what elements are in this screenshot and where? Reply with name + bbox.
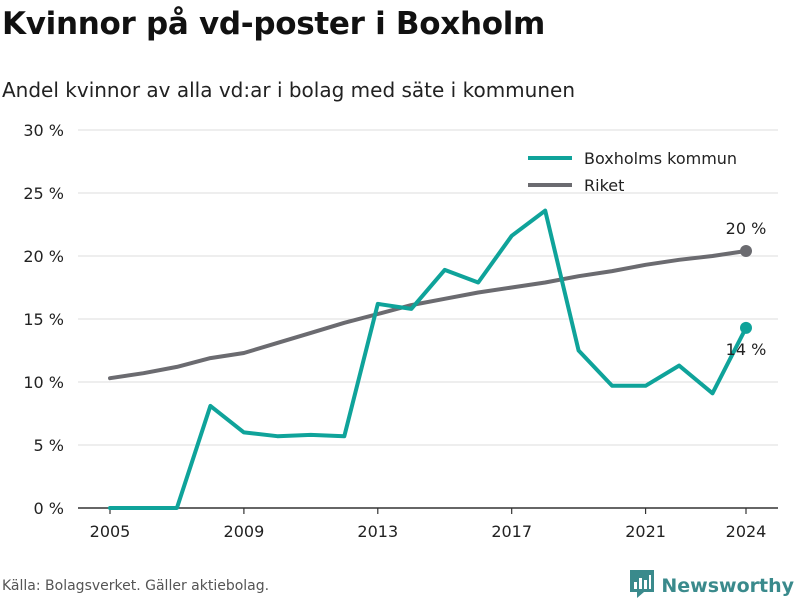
y-tick-label: 5 % <box>34 436 64 455</box>
x-tick-label: 2005 <box>90 522 131 541</box>
y-tick-label: 15 % <box>23 310 64 329</box>
x-tick-label: 2024 <box>726 522 767 541</box>
y-tick-label: 20 % <box>23 247 64 266</box>
x-tick-label: 2017 <box>491 522 532 541</box>
newsworthy-logo-icon <box>629 569 655 603</box>
x-axis: 2005 2009 2013 2017 2021 2024 <box>90 508 767 541</box>
page-subtitle: Andel kvinnor av alla vd:ar i bolag med … <box>2 78 575 102</box>
source-note: Källa: Bolagsverket. Gäller aktiebolag. <box>2 578 270 594</box>
brand-logo: Newsworthy <box>629 569 794 603</box>
series-layer: 20 % 14 % <box>108 208 767 510</box>
legend-label-riket: Riket <box>584 176 624 195</box>
y-tick-label: 0 % <box>34 499 64 518</box>
end-label-riket: 20 % <box>726 219 767 238</box>
grid-layer <box>78 129 778 509</box>
legend: Boxholms kommun Riket <box>528 149 737 195</box>
x-tick-label: 2009 <box>224 522 265 541</box>
y-axis: 0 % 5 % 10 % 15 % 20 % 25 % 30 % <box>23 121 64 518</box>
y-tick-label: 30 % <box>23 121 64 140</box>
series-line-riket <box>108 249 748 381</box>
x-tick-label: 2021 <box>625 522 666 541</box>
y-tick-label: 25 % <box>23 184 64 203</box>
brand-name: Newsworthy <box>661 575 794 597</box>
series-endpoint-boxholm <box>740 321 752 334</box>
end-label-boxholm: 14 % <box>726 340 767 359</box>
legend-label-boxholm: Boxholms kommun <box>584 149 737 168</box>
series-line-boxholm <box>108 208 748 510</box>
page-title: Kvinnor på vd-poster i Boxholm <box>2 6 546 42</box>
x-tick-label: 2013 <box>357 522 398 541</box>
y-tick-label: 10 % <box>23 373 64 392</box>
series-endpoint-riket <box>740 244 752 257</box>
